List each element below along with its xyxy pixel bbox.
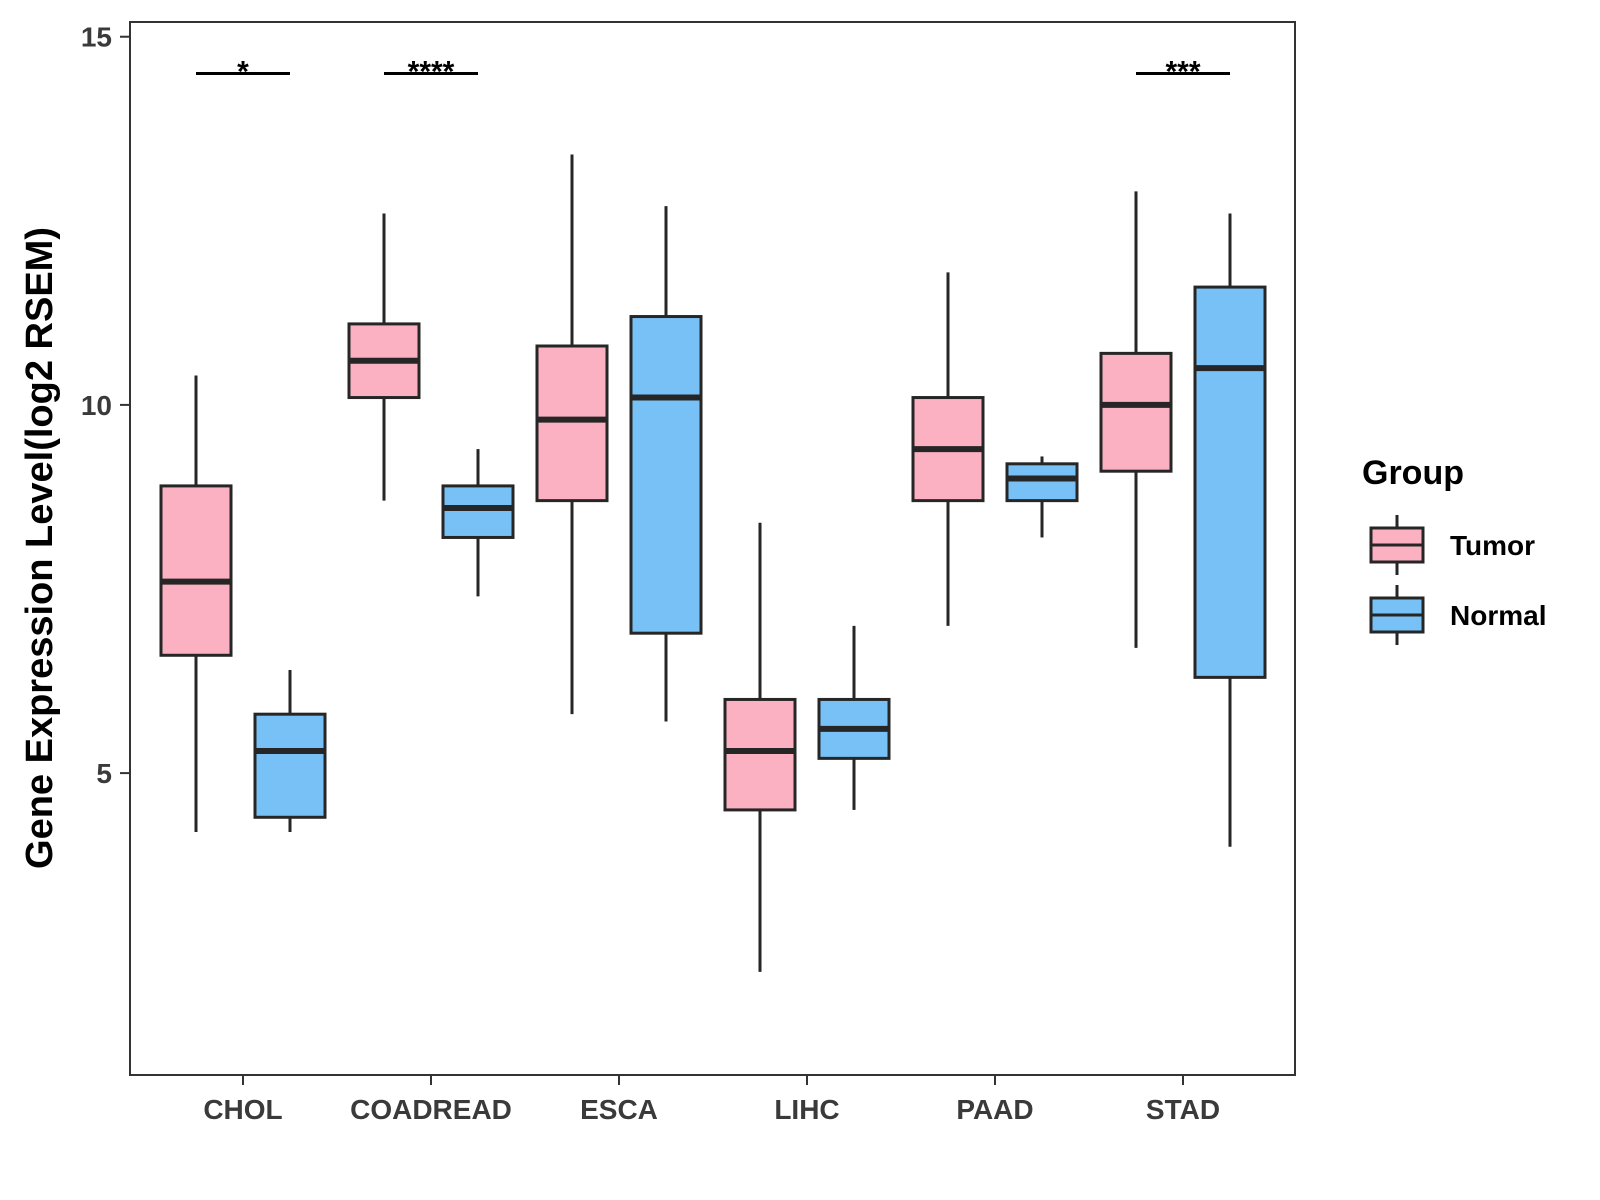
box-body: [535, 344, 609, 503]
x-tick-label: COADREAD: [350, 1094, 512, 1125]
significance-label: ***: [1165, 56, 1200, 89]
box-body: [159, 484, 233, 657]
legend-item-normal: Normal: [1369, 585, 1546, 645]
box-body: [441, 484, 515, 539]
significance-label: ****: [408, 56, 455, 89]
box-body: [1005, 462, 1079, 503]
y-axis-title: Gene Expression Level(log2 RSEM): [19, 227, 61, 869]
box-tumor-lihc: [723, 522, 797, 972]
box-normal-coadread: [441, 449, 515, 597]
box-tumor-stad: [1099, 191, 1173, 648]
box-normal-esca: [629, 206, 703, 722]
y-tick-label: 15: [81, 22, 112, 53]
box-body: [1099, 351, 1173, 473]
x-tick-label: PAAD: [956, 1094, 1033, 1125]
box-body: [723, 697, 797, 812]
significance-label: *: [237, 56, 249, 89]
x-tick-label: ESCA: [580, 1094, 658, 1125]
box-normal-lihc: [817, 625, 891, 810]
box-body: [253, 712, 327, 819]
legend-item-tumor: Tumor: [1369, 515, 1535, 575]
box-tumor-esca: [535, 154, 609, 715]
y-tick-label: 10: [81, 390, 112, 421]
legend-label: Tumor: [1450, 530, 1535, 561]
legend-title: Group: [1362, 454, 1464, 492]
y-tick-label: 5: [96, 758, 112, 789]
significance-annotations: * **** ***: [196, 56, 1230, 89]
plot-panel: [129, 21, 1296, 1076]
legend: Group Tumor Normal: [1362, 454, 1546, 645]
x-axis: CHOL COADREAD ESCA LIHC PAAD STAD: [203, 1075, 1220, 1125]
x-tick-label: LIHC: [774, 1094, 839, 1125]
x-tick-label: STAD: [1146, 1094, 1220, 1125]
box-body: [629, 315, 703, 635]
box-tumor-coadread: [347, 213, 421, 501]
box-normal-stad: [1193, 213, 1267, 847]
box-tumor-paad: [911, 272, 985, 626]
box-normal-chol: [253, 670, 327, 832]
box-body: [1193, 285, 1267, 679]
x-tick-label: CHOL: [203, 1094, 282, 1125]
box-group: [159, 154, 1267, 972]
legend-label: Normal: [1450, 600, 1546, 631]
y-axis: 5 10 15: [81, 22, 130, 789]
box-tumor-chol: [159, 375, 233, 832]
box-normal-paad: [1005, 456, 1079, 538]
